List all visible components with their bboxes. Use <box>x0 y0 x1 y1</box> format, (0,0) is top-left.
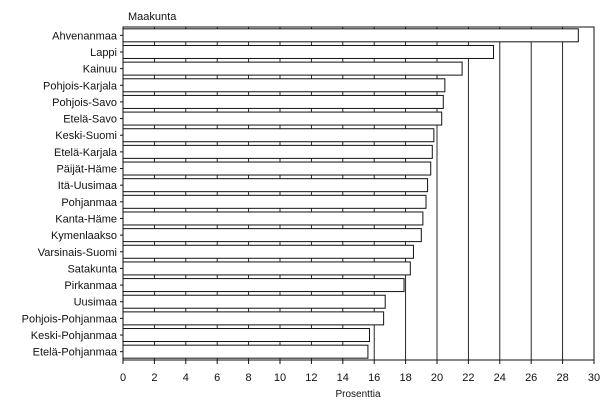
category-label: Itä-Uusimaa <box>58 180 118 192</box>
category-label: Pirkanmaa <box>64 280 117 292</box>
plot-frame <box>122 26 595 361</box>
bars <box>122 28 579 359</box>
y-axis-title: Maakunta <box>128 11 177 23</box>
bar <box>122 28 579 43</box>
x-tick-label: 14 <box>337 372 349 384</box>
gridlines <box>153 27 564 360</box>
category-label: Keski-Pohjanmaa <box>31 330 118 342</box>
category-label: Lappi <box>90 47 117 59</box>
bar <box>122 328 370 343</box>
category-label: Kanta-Häme <box>55 213 117 225</box>
x-tick-label: 30 <box>588 372 600 384</box>
bar <box>122 161 432 176</box>
x-tick-label: 18 <box>399 372 411 384</box>
category-label: Etelä-Pohjanmaa <box>33 347 118 359</box>
category-label: Etelä-Karjala <box>54 147 118 159</box>
bar <box>122 144 433 159</box>
bar <box>122 211 424 226</box>
category-label: Pohjanmaa <box>61 197 118 209</box>
category-label: Etelä-Savo <box>63 114 117 126</box>
category-labels: Ahvenanmaa Lappi Kainuu Pohjois-Karjala Pohj… <box>22 30 123 359</box>
category-label: Pohjois-Pohjanmaa <box>22 313 118 325</box>
bar <box>122 44 495 59</box>
category-label: Varsinais-Suomi <box>38 247 117 259</box>
bar <box>122 294 386 309</box>
x-tick-label: 0 <box>120 372 126 384</box>
x-tick-label: 4 <box>183 372 189 384</box>
bar <box>122 128 435 143</box>
bar <box>122 94 444 109</box>
x-tick-label: 26 <box>525 372 537 384</box>
x-tick-label: 28 <box>556 372 568 384</box>
x-tick-label: 24 <box>494 372 506 384</box>
category-label: Pohjois-Karjala <box>43 80 118 92</box>
bar <box>122 344 369 359</box>
x-axis-title: Prosenttia <box>335 389 380 400</box>
x-tick-label: 2 <box>151 372 157 384</box>
bar <box>122 78 446 93</box>
category-label: Pohjois-Savo <box>52 97 117 109</box>
category-label: Ahvenanmaa <box>52 30 118 42</box>
bar <box>122 111 443 126</box>
x-tick-label: 12 <box>305 372 317 384</box>
bar <box>122 178 429 193</box>
x-tick-label: 10 <box>274 372 286 384</box>
x-tick-label: 20 <box>431 372 443 384</box>
category-label: Uusimaa <box>74 297 118 309</box>
bar <box>122 61 463 76</box>
x-tick-label: 22 <box>462 372 474 384</box>
x-tick-labels: 0 2 4 6 8 10 12 14 16 18 20 22 24 26 28 30 <box>120 360 600 384</box>
x-tick-label: 8 <box>246 372 252 384</box>
category-label: Satakunta <box>67 263 117 275</box>
bar <box>122 278 405 293</box>
category-label: Päijät-Häme <box>56 164 117 176</box>
category-label: Keski-Suomi <box>55 130 117 142</box>
category-label: Kainuu <box>83 64 117 76</box>
bar <box>122 311 385 326</box>
bar <box>122 194 427 209</box>
bar <box>122 244 414 259</box>
x-tick-label: 16 <box>368 372 380 384</box>
bar <box>122 261 411 276</box>
x-tick-label: 6 <box>214 372 220 384</box>
category-label: Kymenlaakso <box>51 230 117 242</box>
bar <box>122 228 422 243</box>
